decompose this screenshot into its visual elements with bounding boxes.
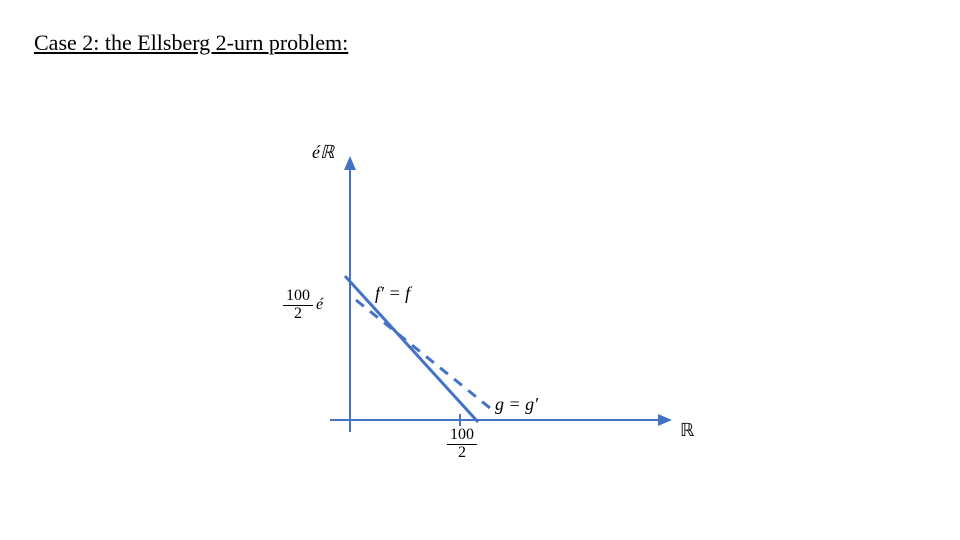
line-f bbox=[345, 276, 478, 422]
line-g-dashed bbox=[356, 300, 490, 408]
ellsberg-diagram bbox=[0, 0, 960, 540]
